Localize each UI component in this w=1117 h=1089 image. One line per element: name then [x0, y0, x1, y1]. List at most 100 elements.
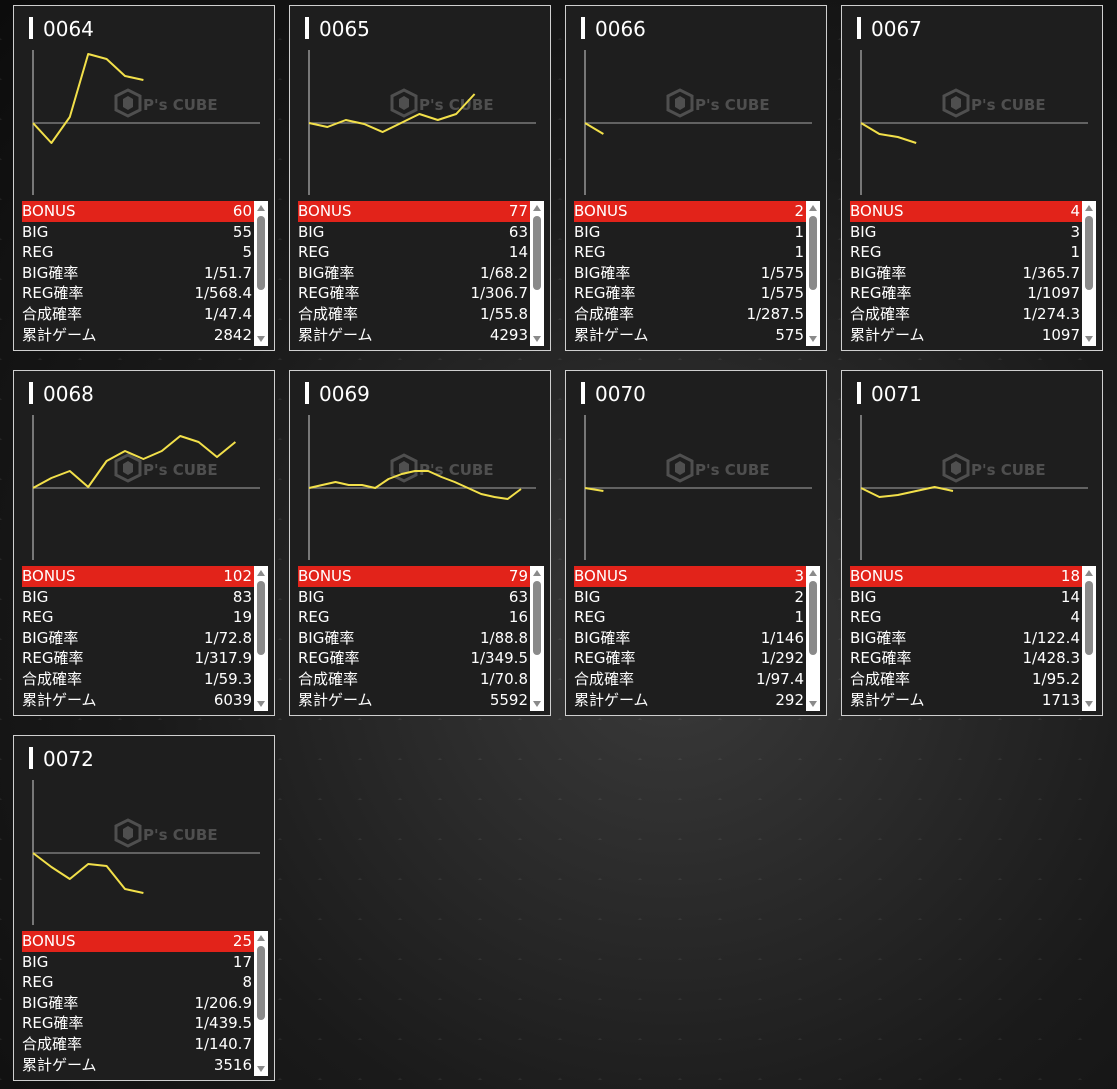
stat-value: 79	[508, 567, 528, 585]
stat-value: 102	[223, 567, 252, 585]
stat-row-2: REG 1	[574, 607, 806, 628]
machine-card-0066[interactable]: 0066 P's CUBE BONUS 2 BIG 1 REG 1 BIG確率 1/575 REG確…	[565, 5, 827, 351]
machine-card-0072[interactable]: 0072 P's CUBE BONUS 25 BIG 17 REG 8 BIG確率 1/206.9…	[13, 735, 275, 1081]
machine-card-0064[interactable]: 0064 P's CUBE BONUS 60 BIG 55 REG 5 BIG確率 1/51.7 R…	[13, 5, 275, 351]
stat-label: REG	[850, 608, 882, 627]
stat-row-4: REG確率 1/568.4	[22, 283, 254, 304]
slump-graph: P's CUBE	[308, 415, 536, 560]
machine-card-0067[interactable]: 0067 P's CUBE BONUS 4 BIG 3 REG 1 BIG確率 1/365.7 RE…	[841, 5, 1103, 351]
stat-row-4: REG確率 1/1097	[850, 283, 1082, 304]
scroll-thumb[interactable]	[1085, 216, 1093, 290]
scroll-thumb[interactable]	[809, 581, 817, 655]
stat-label: REG確率	[574, 649, 636, 668]
scroll-thumb[interactable]	[257, 216, 265, 290]
stat-row-3: BIG確率 1/88.8	[298, 628, 530, 649]
stat-label: BIG確率	[850, 628, 907, 647]
stat-label: BONUS	[850, 567, 904, 585]
card-header: 0070	[566, 371, 826, 421]
ps-cube-logo: P's CUBE	[942, 453, 1046, 483]
stats-scrollbar[interactable]	[530, 201, 544, 346]
slump-graph: P's CUBE	[860, 50, 1088, 195]
ps-cube-logo: P's CUBE	[666, 453, 770, 483]
stat-row-5: 合成確率 1/97.4	[574, 669, 806, 690]
stats-scrollbar[interactable]	[254, 931, 268, 1076]
machine-number: 0068	[43, 382, 94, 406]
stat-row-3: BIG確率 1/68.2	[298, 263, 530, 284]
stat-row-6: 累計ゲーム 2842	[22, 325, 254, 346]
title-accent-bar	[581, 382, 585, 404]
machine-card-0068[interactable]: 0068 P's CUBE BONUS 102 BIG 83 REG 19 BIG確率 1/72.…	[13, 370, 275, 716]
stats-scrollbar[interactable]	[530, 566, 544, 711]
scroll-down-arrow-icon[interactable]	[1085, 336, 1093, 342]
stat-label: REG	[298, 608, 330, 627]
scroll-down-arrow-icon[interactable]	[257, 336, 265, 342]
scroll-down-arrow-icon[interactable]	[533, 701, 541, 707]
title-accent-bar	[305, 17, 309, 39]
card-header: 0065	[290, 6, 550, 56]
scroll-up-arrow-icon[interactable]	[533, 570, 541, 576]
stat-label: REG確率	[850, 649, 912, 668]
stats-scrollbar[interactable]	[254, 201, 268, 346]
stat-label: REG	[574, 243, 606, 262]
scroll-up-arrow-icon[interactable]	[257, 935, 265, 941]
machine-card-0069[interactable]: 0069 P's CUBE BONUS 79 BIG 63 REG 16 BIG確率 1/88.8…	[289, 370, 551, 716]
card-header: 0068	[14, 371, 274, 421]
stat-value: 1/428.3	[1022, 649, 1080, 668]
scroll-up-arrow-icon[interactable]	[1085, 570, 1093, 576]
stat-value: 1/88.8	[480, 628, 528, 647]
logo-wordmark: P's CUBE	[143, 826, 218, 844]
stat-row-4: REG確率 1/306.7	[298, 283, 530, 304]
scroll-up-arrow-icon[interactable]	[533, 205, 541, 211]
scroll-up-arrow-icon[interactable]	[809, 205, 817, 211]
scroll-up-arrow-icon[interactable]	[257, 570, 265, 576]
stat-label: BIG	[22, 952, 49, 971]
stats-scrollbar[interactable]	[806, 201, 820, 346]
scroll-up-arrow-icon[interactable]	[1085, 205, 1093, 211]
slump-line	[32, 852, 144, 894]
stat-row-5: 合成確率 1/59.3	[22, 669, 254, 690]
stat-value: 77	[508, 202, 528, 220]
stat-label: REG確率	[298, 649, 360, 668]
stat-row-2: REG 8	[22, 972, 254, 993]
slump-graph: P's CUBE	[308, 50, 536, 195]
scroll-thumb[interactable]	[533, 581, 541, 655]
scroll-thumb[interactable]	[257, 581, 265, 655]
stats-scrollbar[interactable]	[254, 566, 268, 711]
scroll-down-arrow-icon[interactable]	[257, 1066, 265, 1072]
scroll-thumb[interactable]	[533, 216, 541, 290]
ps-cube-logo: P's CUBE	[942, 88, 1046, 118]
stat-value: 1	[794, 243, 804, 262]
machine-card-0065[interactable]: 0065 P's CUBE BONUS 77 BIG 63 REG 14 BIG確率 1/68.2…	[289, 5, 551, 351]
scroll-down-arrow-icon[interactable]	[533, 336, 541, 342]
scroll-thumb[interactable]	[1085, 581, 1093, 655]
machine-number: 0064	[43, 17, 94, 41]
stat-label: BIG確率	[850, 263, 907, 282]
stat-row-5: 合成確率 1/274.3	[850, 304, 1082, 325]
scroll-up-arrow-icon[interactable]	[809, 570, 817, 576]
slump-graph: P's CUBE	[32, 415, 260, 560]
scroll-thumb[interactable]	[257, 946, 265, 1020]
scroll-up-arrow-icon[interactable]	[257, 205, 265, 211]
scroll-thumb[interactable]	[809, 216, 817, 290]
stats-scrollbar[interactable]	[806, 566, 820, 711]
scroll-down-arrow-icon[interactable]	[809, 336, 817, 342]
slump-line	[32, 53, 144, 144]
stat-label: REG	[22, 973, 54, 992]
stats-scrollbar[interactable]	[1082, 201, 1096, 346]
machine-card-0071[interactable]: 0071 P's CUBE BONUS 18 BIG 14 REG 4 BIG確率 1/122.4…	[841, 370, 1103, 716]
stat-value: 1/317.9	[194, 649, 252, 668]
stat-row-2: REG 4	[850, 607, 1082, 628]
stat-value: 1/575	[760, 263, 804, 282]
scroll-down-arrow-icon[interactable]	[257, 701, 265, 707]
scroll-down-arrow-icon[interactable]	[809, 701, 817, 707]
stats-scrollbar[interactable]	[1082, 566, 1096, 711]
stat-value: 63	[508, 587, 528, 606]
stat-row-2: REG 16	[298, 607, 530, 628]
scroll-down-arrow-icon[interactable]	[1085, 701, 1093, 707]
machine-card-0070[interactable]: 0070 P's CUBE BONUS 3 BIG 2 REG 1 BIG確率 1/146 REG確…	[565, 370, 827, 716]
stat-label: BIG確率	[574, 263, 631, 282]
stat-value: 1/51.7	[204, 263, 252, 282]
stat-value: 1/349.5	[470, 649, 528, 668]
stat-label: REG	[298, 243, 330, 262]
slump-line	[860, 486, 954, 498]
